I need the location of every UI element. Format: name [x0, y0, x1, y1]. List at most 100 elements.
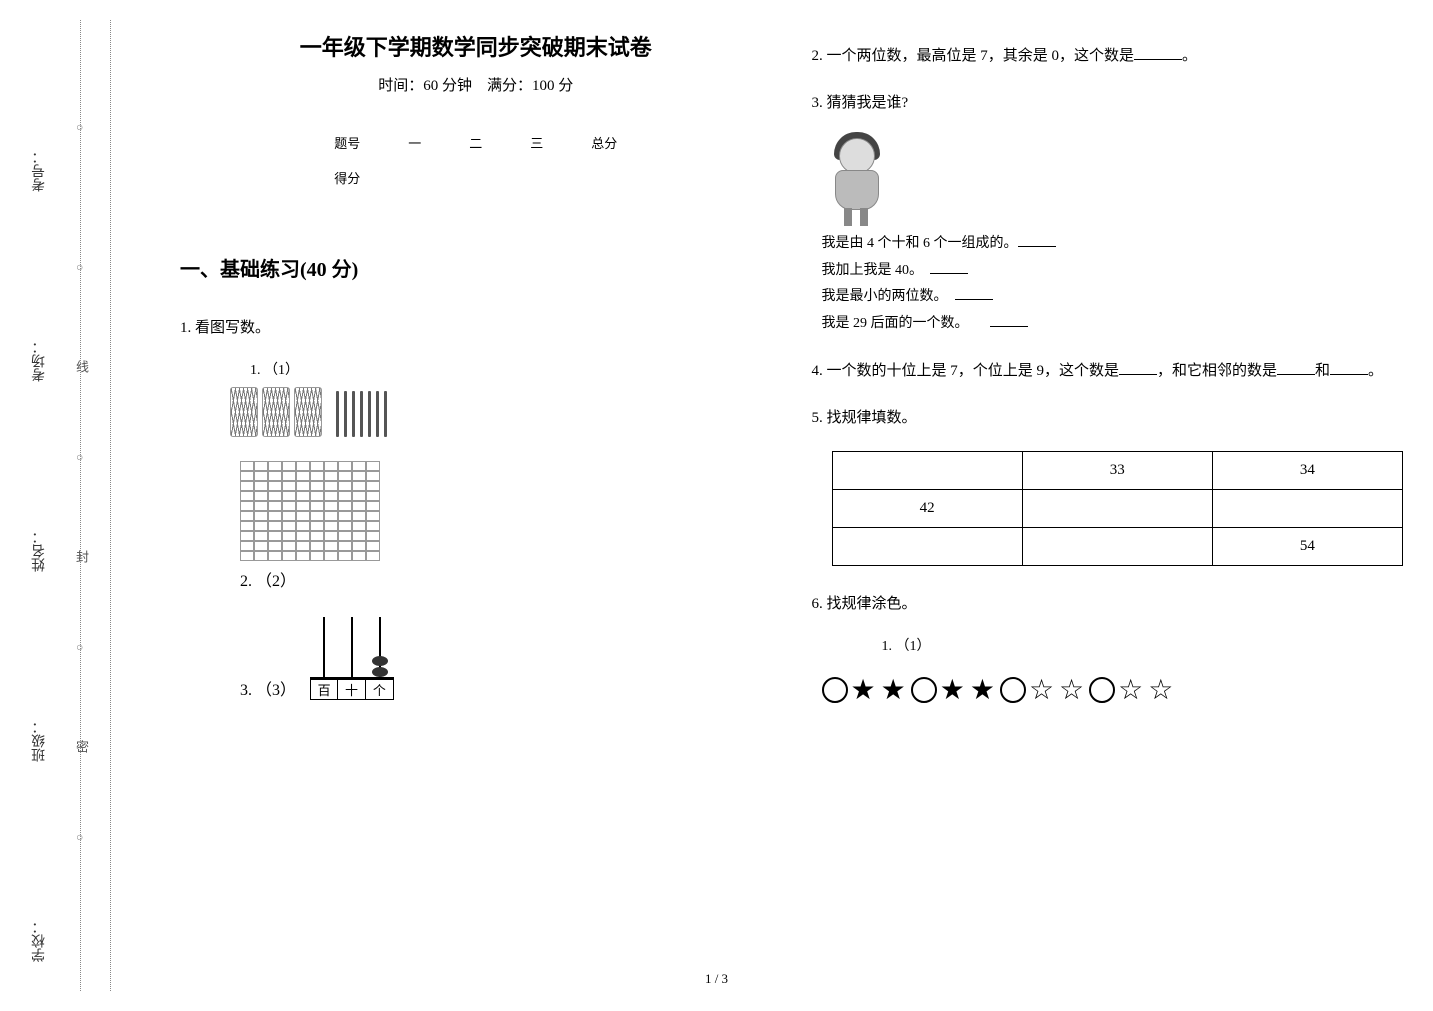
- page-number: 1 / 3: [705, 971, 728, 987]
- stick-single-icon: [344, 391, 347, 437]
- q1-hundred-grid-figure: [240, 461, 772, 561]
- q2-text-a: 2. 一个两位数，最高位是 7，其余是 0，这个数是: [812, 48, 1135, 64]
- counter-label-shi: 十: [338, 680, 365, 699]
- q3-line1: 我是由 4 个十和 6 个一组成的。: [822, 236, 1018, 251]
- q1-sub3-label: （3）: [256, 682, 296, 699]
- q1-sub2-label: （2）: [256, 573, 296, 590]
- right-column: 2. 一个两位数，最高位是 7，其余是 0，这个数是。 3. 猜猜我是谁? 我是…: [812, 30, 1404, 1001]
- circle-icon: [1089, 677, 1115, 703]
- section-1-heading: 一、基础练习(40 分): [180, 253, 772, 282]
- q3-riddle-lines: 我是由 4 个十和 6 个一组成的。 我加上我是 40。 我是最小的两位数。 我…: [822, 231, 1404, 337]
- stick-single-icon: [368, 391, 371, 437]
- star-filled-icon: [940, 673, 967, 707]
- star-outline-icon: [1148, 673, 1175, 707]
- grid-cell: [832, 452, 1022, 490]
- left-column: 一年级下学期数学同步突破期末试卷 时间：60 分钟 满分：100 分 题号 一 …: [150, 30, 772, 1001]
- binding-label-class: 班级：: [30, 720, 50, 762]
- exam-title: 一年级下学期数学同步突破期末试卷: [180, 30, 772, 62]
- q1-sub-num2: 2.: [240, 573, 252, 590]
- score-table-col: 三: [506, 125, 567, 160]
- q3-text: 3. 猜猜我是谁?: [812, 91, 1404, 112]
- grid-cell: [1212, 490, 1402, 528]
- q6-sub-num1: 1.: [882, 639, 893, 654]
- q4-a: 4. 一个数的十位上是 7，个位上是 9，这个数是: [812, 363, 1120, 379]
- q4-c: 和: [1315, 363, 1330, 379]
- q3-line3: 我是最小的两位数。: [822, 289, 941, 304]
- stick-single-icon: [376, 391, 379, 437]
- binding-label-school: 学校：: [30, 920, 50, 962]
- star-filled-icon: [970, 673, 997, 707]
- counter-label-ge: 个: [366, 680, 393, 699]
- q1-sub-num3: 3.: [240, 682, 252, 699]
- q2-blank: [1134, 46, 1182, 60]
- counter-label-bai: 百: [311, 680, 338, 699]
- q1-text: 1. 看图写数。: [180, 316, 772, 337]
- q3-blank: [955, 286, 993, 300]
- circle-icon: [911, 677, 937, 703]
- q1-counter-figure: 百 十 个: [310, 611, 394, 700]
- score-table-col: 二: [445, 125, 506, 160]
- score-cell: [506, 160, 567, 195]
- binding-dotted-line-inner: [80, 20, 81, 991]
- q6-text: 6. 找规律涂色。: [812, 592, 1404, 613]
- q4-blank: [1330, 361, 1368, 375]
- q3-blank: [1018, 233, 1056, 247]
- q3-blank: [990, 313, 1028, 327]
- q5-text: 5. 找规律填数。: [812, 406, 1404, 427]
- binding-label-no: 考号：: [30, 150, 50, 192]
- q5-number-grid: 33 34 42 54: [832, 451, 1404, 566]
- circle-icon: [1000, 677, 1026, 703]
- score-cell: [445, 160, 506, 195]
- star-outline-icon: [1118, 673, 1145, 707]
- sticks-bundle-icon: [294, 387, 322, 437]
- q4-text: 4. 一个数的十位上是 7，个位上是 9，这个数是 ，和它相邻的数是 和 。: [812, 359, 1404, 380]
- star-outline-icon: [1029, 673, 1056, 707]
- exam-subtitle: 时间：60 分钟 满分：100 分: [180, 74, 772, 95]
- grid-cell: 42: [832, 490, 1022, 528]
- q4-blank: [1119, 361, 1157, 375]
- score-cell: [567, 160, 641, 195]
- score-table-rowhdr-s: 得分: [310, 160, 384, 195]
- stick-single-icon: [352, 391, 355, 437]
- binding-circle: ○: [76, 120, 83, 135]
- star-filled-icon: [881, 673, 908, 707]
- binding-dotted-line-outer: [110, 20, 111, 991]
- q4-b: ，和它相邻的数是: [1157, 363, 1277, 379]
- sticks-bundle-icon: [262, 387, 290, 437]
- q1-sticks-figure: [230, 387, 772, 437]
- q2-text-end: 。: [1182, 48, 1197, 64]
- binding-circle: ○: [76, 830, 83, 845]
- binding-seal-feng: 封: [72, 550, 91, 563]
- grid-cell: [1022, 528, 1212, 566]
- girl-cartoon-icon: [822, 130, 892, 225]
- sticks-bundle-icon: [230, 387, 258, 437]
- binding-circle: ○: [76, 640, 83, 655]
- grid-cell: 34: [1212, 452, 1402, 490]
- q6-pattern-row: [822, 673, 1404, 707]
- q4-blank: [1277, 361, 1315, 375]
- content-area: 一年级下学期数学同步突破期末试卷 时间：60 分钟 满分：100 分 题号 一 …: [130, 0, 1433, 1011]
- grid-cell: 33: [1022, 452, 1212, 490]
- stick-single-icon: [360, 391, 363, 437]
- q3-line2: 我加上我是 40。: [822, 263, 917, 278]
- stick-single-icon: [336, 391, 339, 437]
- q3-blank: [930, 260, 968, 274]
- grid-cell: 54: [1212, 528, 1402, 566]
- star-outline-icon: [1059, 673, 1086, 707]
- score-cell: [384, 160, 445, 195]
- q6-sub1-label: （1）: [896, 639, 931, 654]
- grid-cell: [832, 528, 1022, 566]
- stick-single-icon: [384, 391, 387, 437]
- q3-line4: 我是 29 后面的一个数。: [822, 316, 962, 331]
- grid-cell: [1022, 490, 1212, 528]
- star-filled-icon: [851, 673, 878, 707]
- q4-d: 。: [1368, 363, 1383, 379]
- binding-label-name: 姓名：: [30, 530, 50, 572]
- binding-seal-mi: 密: [72, 740, 91, 753]
- score-table: 题号 一 二 三 总分 得分: [310, 125, 641, 195]
- score-table-rowhdr-q: 题号: [310, 125, 384, 160]
- score-table-col: 总分: [567, 125, 641, 160]
- binding-strip: 学校： 班级： 姓名： 考场： 考号： ○ 密 ○ 封 ○ 线 ○ ○: [0, 0, 130, 1011]
- binding-circle: ○: [76, 260, 83, 275]
- score-table-col: 一: [384, 125, 445, 160]
